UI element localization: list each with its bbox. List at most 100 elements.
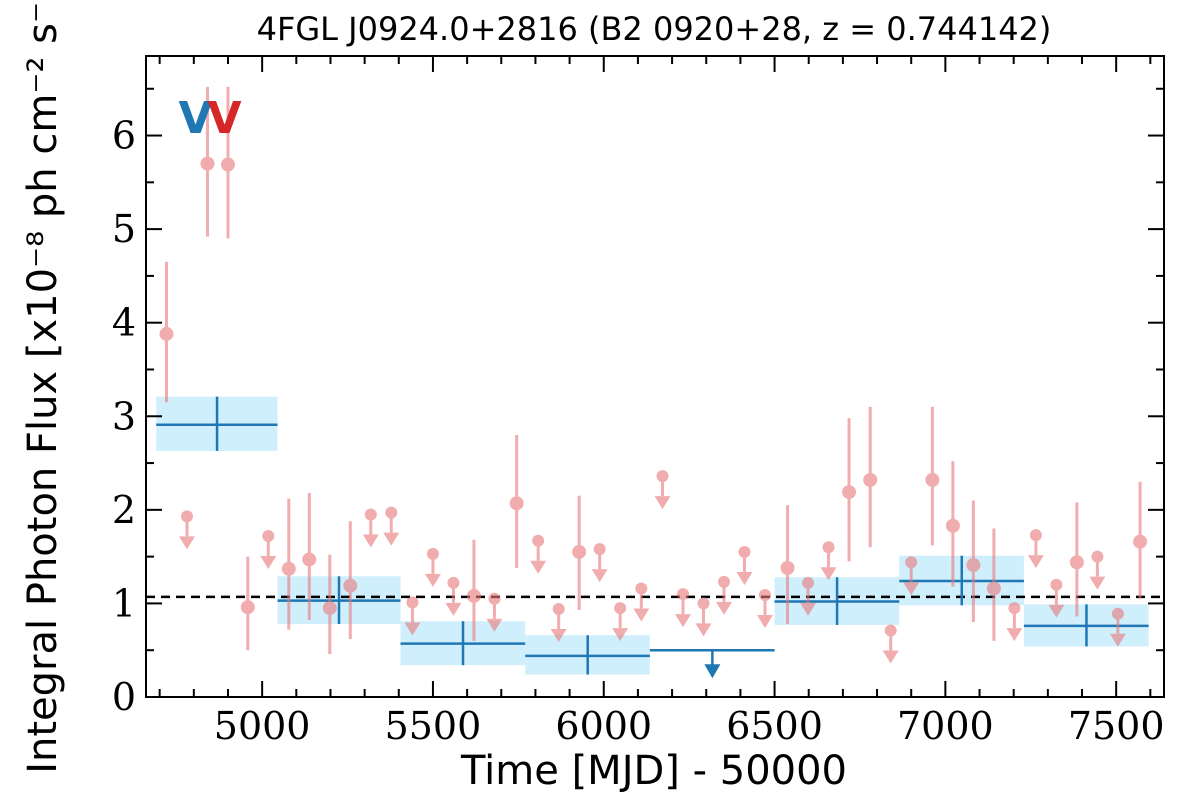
upper-limit-arrow bbox=[178, 536, 195, 550]
fine-upper-limit bbox=[716, 575, 733, 615]
fine-upper-limit bbox=[591, 543, 608, 583]
x-tick-label: 6000 bbox=[555, 704, 652, 748]
upper-limit-marker bbox=[426, 547, 439, 560]
upper-limit-arrow bbox=[756, 615, 773, 629]
x-tick-label: 7500 bbox=[1068, 704, 1165, 748]
fine-data-point bbox=[240, 556, 255, 651]
upper-limit-marker bbox=[614, 602, 627, 615]
upper-limit-arrow bbox=[424, 573, 441, 587]
upper-limit-marker bbox=[884, 624, 897, 637]
upper-limit-marker bbox=[180, 510, 193, 523]
upper-limit-marker bbox=[447, 576, 460, 589]
fine-upper-limit bbox=[260, 530, 277, 570]
fine-upper-limit bbox=[383, 506, 400, 546]
upper-limit-marker bbox=[1091, 550, 1104, 563]
upper-limit-marker bbox=[488, 592, 501, 605]
data-marker bbox=[220, 157, 235, 172]
fine-upper-limit bbox=[800, 576, 817, 616]
fine-data-point bbox=[281, 498, 296, 630]
plot-area: VV bbox=[146, 86, 1164, 679]
fine-data-point bbox=[780, 505, 795, 625]
variability-marker: V bbox=[179, 93, 213, 144]
fine-data-point bbox=[925, 406, 940, 546]
upper-limit-arrow bbox=[1006, 628, 1023, 642]
fine-upper-limit bbox=[1048, 578, 1065, 618]
data-marker bbox=[572, 544, 587, 559]
upper-limit-arrow bbox=[633, 608, 650, 622]
coarse-upper-limit-arrow bbox=[704, 664, 721, 679]
upper-limit-arrow bbox=[486, 618, 503, 632]
fine-data-point bbox=[159, 261, 174, 403]
upper-limit-arrow bbox=[591, 569, 608, 583]
fine-data-point bbox=[466, 539, 481, 641]
fine-upper-limit bbox=[178, 510, 195, 550]
fine-upper-limit bbox=[612, 602, 629, 642]
data-marker bbox=[986, 581, 1001, 596]
upper-limit-marker bbox=[262, 530, 275, 543]
upper-limit-marker bbox=[656, 470, 669, 483]
chart-title: 4FGL J0924.0+2816 (B2 0920+28, z = 0.744… bbox=[257, 10, 1052, 48]
upper-limit-marker bbox=[593, 543, 606, 556]
x-tick-label: 5500 bbox=[385, 704, 482, 748]
fine-data-point bbox=[945, 461, 960, 587]
y-tick-label: 2 bbox=[112, 488, 136, 532]
fine-data-point bbox=[322, 554, 337, 654]
data-marker bbox=[842, 485, 857, 500]
upper-limit-marker bbox=[1029, 529, 1042, 542]
data-marker bbox=[159, 326, 174, 341]
fine-data-point bbox=[863, 406, 878, 548]
fine-upper-limit bbox=[362, 508, 379, 548]
y-axis-label: Integral Photon Flux [x10⁻⁸ ph cm⁻² s⁻¹] bbox=[20, 0, 66, 774]
fine-upper-limit bbox=[486, 592, 503, 632]
fine-upper-limit bbox=[1109, 607, 1126, 647]
fine-upper-limit bbox=[530, 534, 547, 574]
fine-data-point bbox=[343, 521, 358, 639]
data-marker bbox=[1133, 534, 1148, 549]
upper-limit-marker bbox=[738, 545, 751, 558]
data-marker bbox=[945, 518, 960, 533]
y-tick-label: 5 bbox=[112, 207, 136, 251]
upper-limit-arrow bbox=[695, 623, 712, 637]
fine-upper-limit bbox=[820, 541, 837, 581]
fine-upper-limit bbox=[633, 582, 650, 622]
upper-limit-marker bbox=[718, 575, 731, 588]
fine-data-point bbox=[509, 434, 524, 568]
upper-limit-arrow bbox=[1027, 555, 1044, 569]
data-marker bbox=[200, 156, 215, 171]
fine-data-point bbox=[1133, 481, 1148, 599]
upper-limit-marker bbox=[1111, 607, 1124, 620]
data-marker bbox=[466, 588, 481, 603]
x-axis-label: Time [MJD] - 50000 bbox=[460, 748, 847, 794]
upper-limit-arrow bbox=[445, 602, 462, 616]
axes: 5000 5500 6000 6500 7000 7500 0 1 2 3 4 5 6 bbox=[112, 55, 1165, 748]
data-marker bbox=[863, 472, 878, 487]
data-marker bbox=[343, 578, 358, 593]
fine-upper-limit bbox=[903, 556, 920, 596]
upper-limit-marker bbox=[758, 589, 771, 602]
upper-limit-arrow bbox=[736, 571, 753, 585]
fine-data-point bbox=[302, 493, 317, 621]
y-tick-label: 6 bbox=[112, 114, 136, 158]
upper-limit-arrow bbox=[1109, 633, 1126, 647]
y-tick-label: 3 bbox=[112, 394, 136, 438]
upper-limit-marker bbox=[635, 582, 648, 595]
fine-upper-limit bbox=[756, 589, 773, 629]
fine-upper-limit bbox=[736, 545, 753, 585]
fine-data-point bbox=[572, 495, 587, 610]
upper-limit-marker bbox=[364, 508, 377, 521]
upper-limit-arrow bbox=[800, 602, 817, 616]
y-tick-label: 1 bbox=[112, 581, 136, 625]
y-tick-label: 0 bbox=[112, 675, 136, 719]
variability-marker: V bbox=[208, 93, 242, 144]
upper-limit-arrow bbox=[530, 560, 547, 574]
fine-upper-limit bbox=[424, 547, 441, 587]
fine-upper-limit bbox=[882, 624, 899, 664]
data-marker bbox=[302, 552, 317, 567]
data-marker bbox=[240, 600, 255, 615]
upper-limit-arrow bbox=[383, 532, 400, 546]
data-marker bbox=[322, 601, 337, 616]
fine-data-point bbox=[1069, 502, 1084, 617]
upper-limit-arrow bbox=[820, 567, 837, 581]
upper-limit-arrow bbox=[1089, 576, 1106, 590]
